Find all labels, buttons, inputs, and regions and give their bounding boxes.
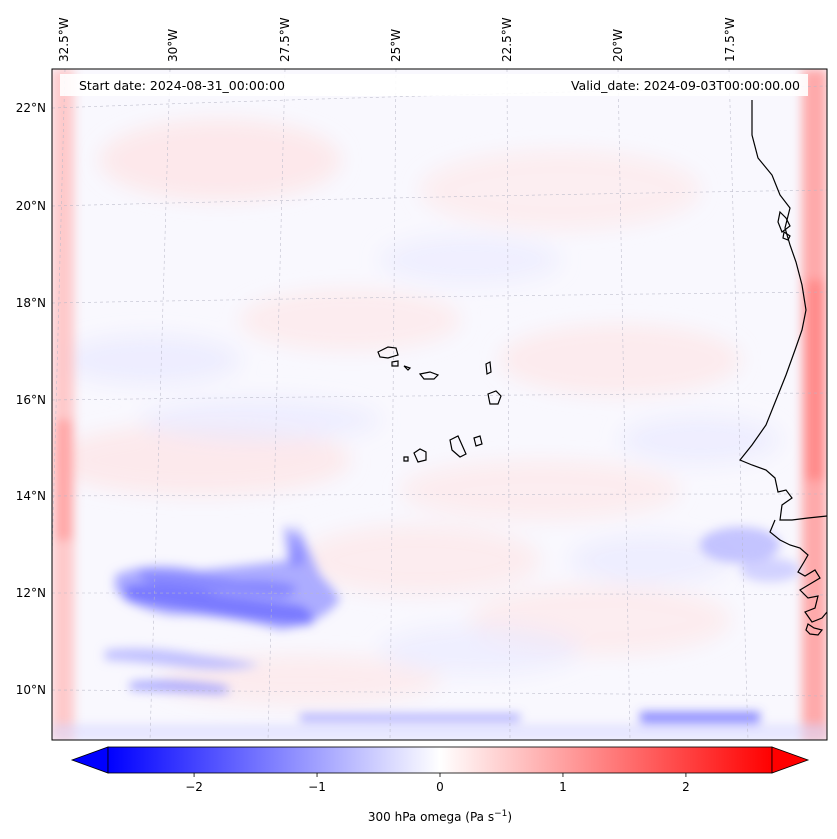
colorbar-tick-label: 2 [682,780,690,794]
ascent-band-12N [115,520,340,630]
cape-verde-islands [377,346,502,463]
ascent-near-coast [700,527,800,582]
colorbar-ticks: −2 −1 0 1 2 [185,773,690,794]
boundary-south-band [52,712,827,740]
colorbar-variable: 300 hPa omega [368,810,462,824]
lon-tick-label: 25°W [389,29,403,62]
colorbar-units: Pa s [470,810,494,824]
lon-tick-label: 22.5°W [500,17,514,62]
lat-tick-label: 22°N [16,101,46,115]
colorbar-body [107,746,773,774]
colorbar-tick-label: −2 [185,780,203,794]
colorbar-extend-min [70,746,109,774]
annotation-band [60,74,808,96]
lat-tick-label: 14°N [16,489,46,503]
lat-tick-label: 20°N [16,199,46,213]
colorbar-extend-max [771,746,810,774]
lat-tick-label: 16°N [16,393,46,407]
lat-tick-label: 18°N [16,296,46,310]
lat-tick-labels: 22°N 20°N 18°N 16°N 14°N 12°N 10°N [16,101,46,697]
start-date-annotation: Start date: 2024-08-31_00:00:00 [79,78,285,93]
lon-tick-label: 20°W [611,29,625,62]
lon-tick-labels: 32.5°W 30°W 27.5°W 25°W 22.5°W 20°W 17.5… [57,17,737,62]
lon-tick-label: 30°W [166,29,180,62]
lon-tick-label: 17.5°W [723,17,737,62]
lat-tick-label: 10°N [16,683,46,697]
map-frame [51,68,828,741]
boundary-west-band [52,69,74,740]
valid-date-annotation: Valid_date: 2024-09-03T00:00:00.00 [571,78,800,93]
colorbar-tick-label: 0 [436,780,444,794]
colorbar-label: 300 hPa omega (Pa s−1) [368,809,512,824]
lon-tick-label: 27.5°W [278,17,292,62]
colorbar-tick-label: −1 [308,780,326,794]
coastline-africa [739,100,827,636]
gridlines [52,69,827,740]
colorbar: −2 −1 0 1 2 300 hPa omega (Pa s−1) [70,746,810,824]
omega-field [52,69,827,740]
map-panel: Start date: 2024-08-31_00:00:00 Valid_da… [51,68,828,741]
lon-tick-label: 32.5°W [57,17,71,62]
boundary-east-band [802,69,827,740]
lat-tick-label: 12°N [16,586,46,600]
colorbar-tick-label: 1 [559,780,567,794]
colorbar-units-exponent: −1 [494,809,507,819]
